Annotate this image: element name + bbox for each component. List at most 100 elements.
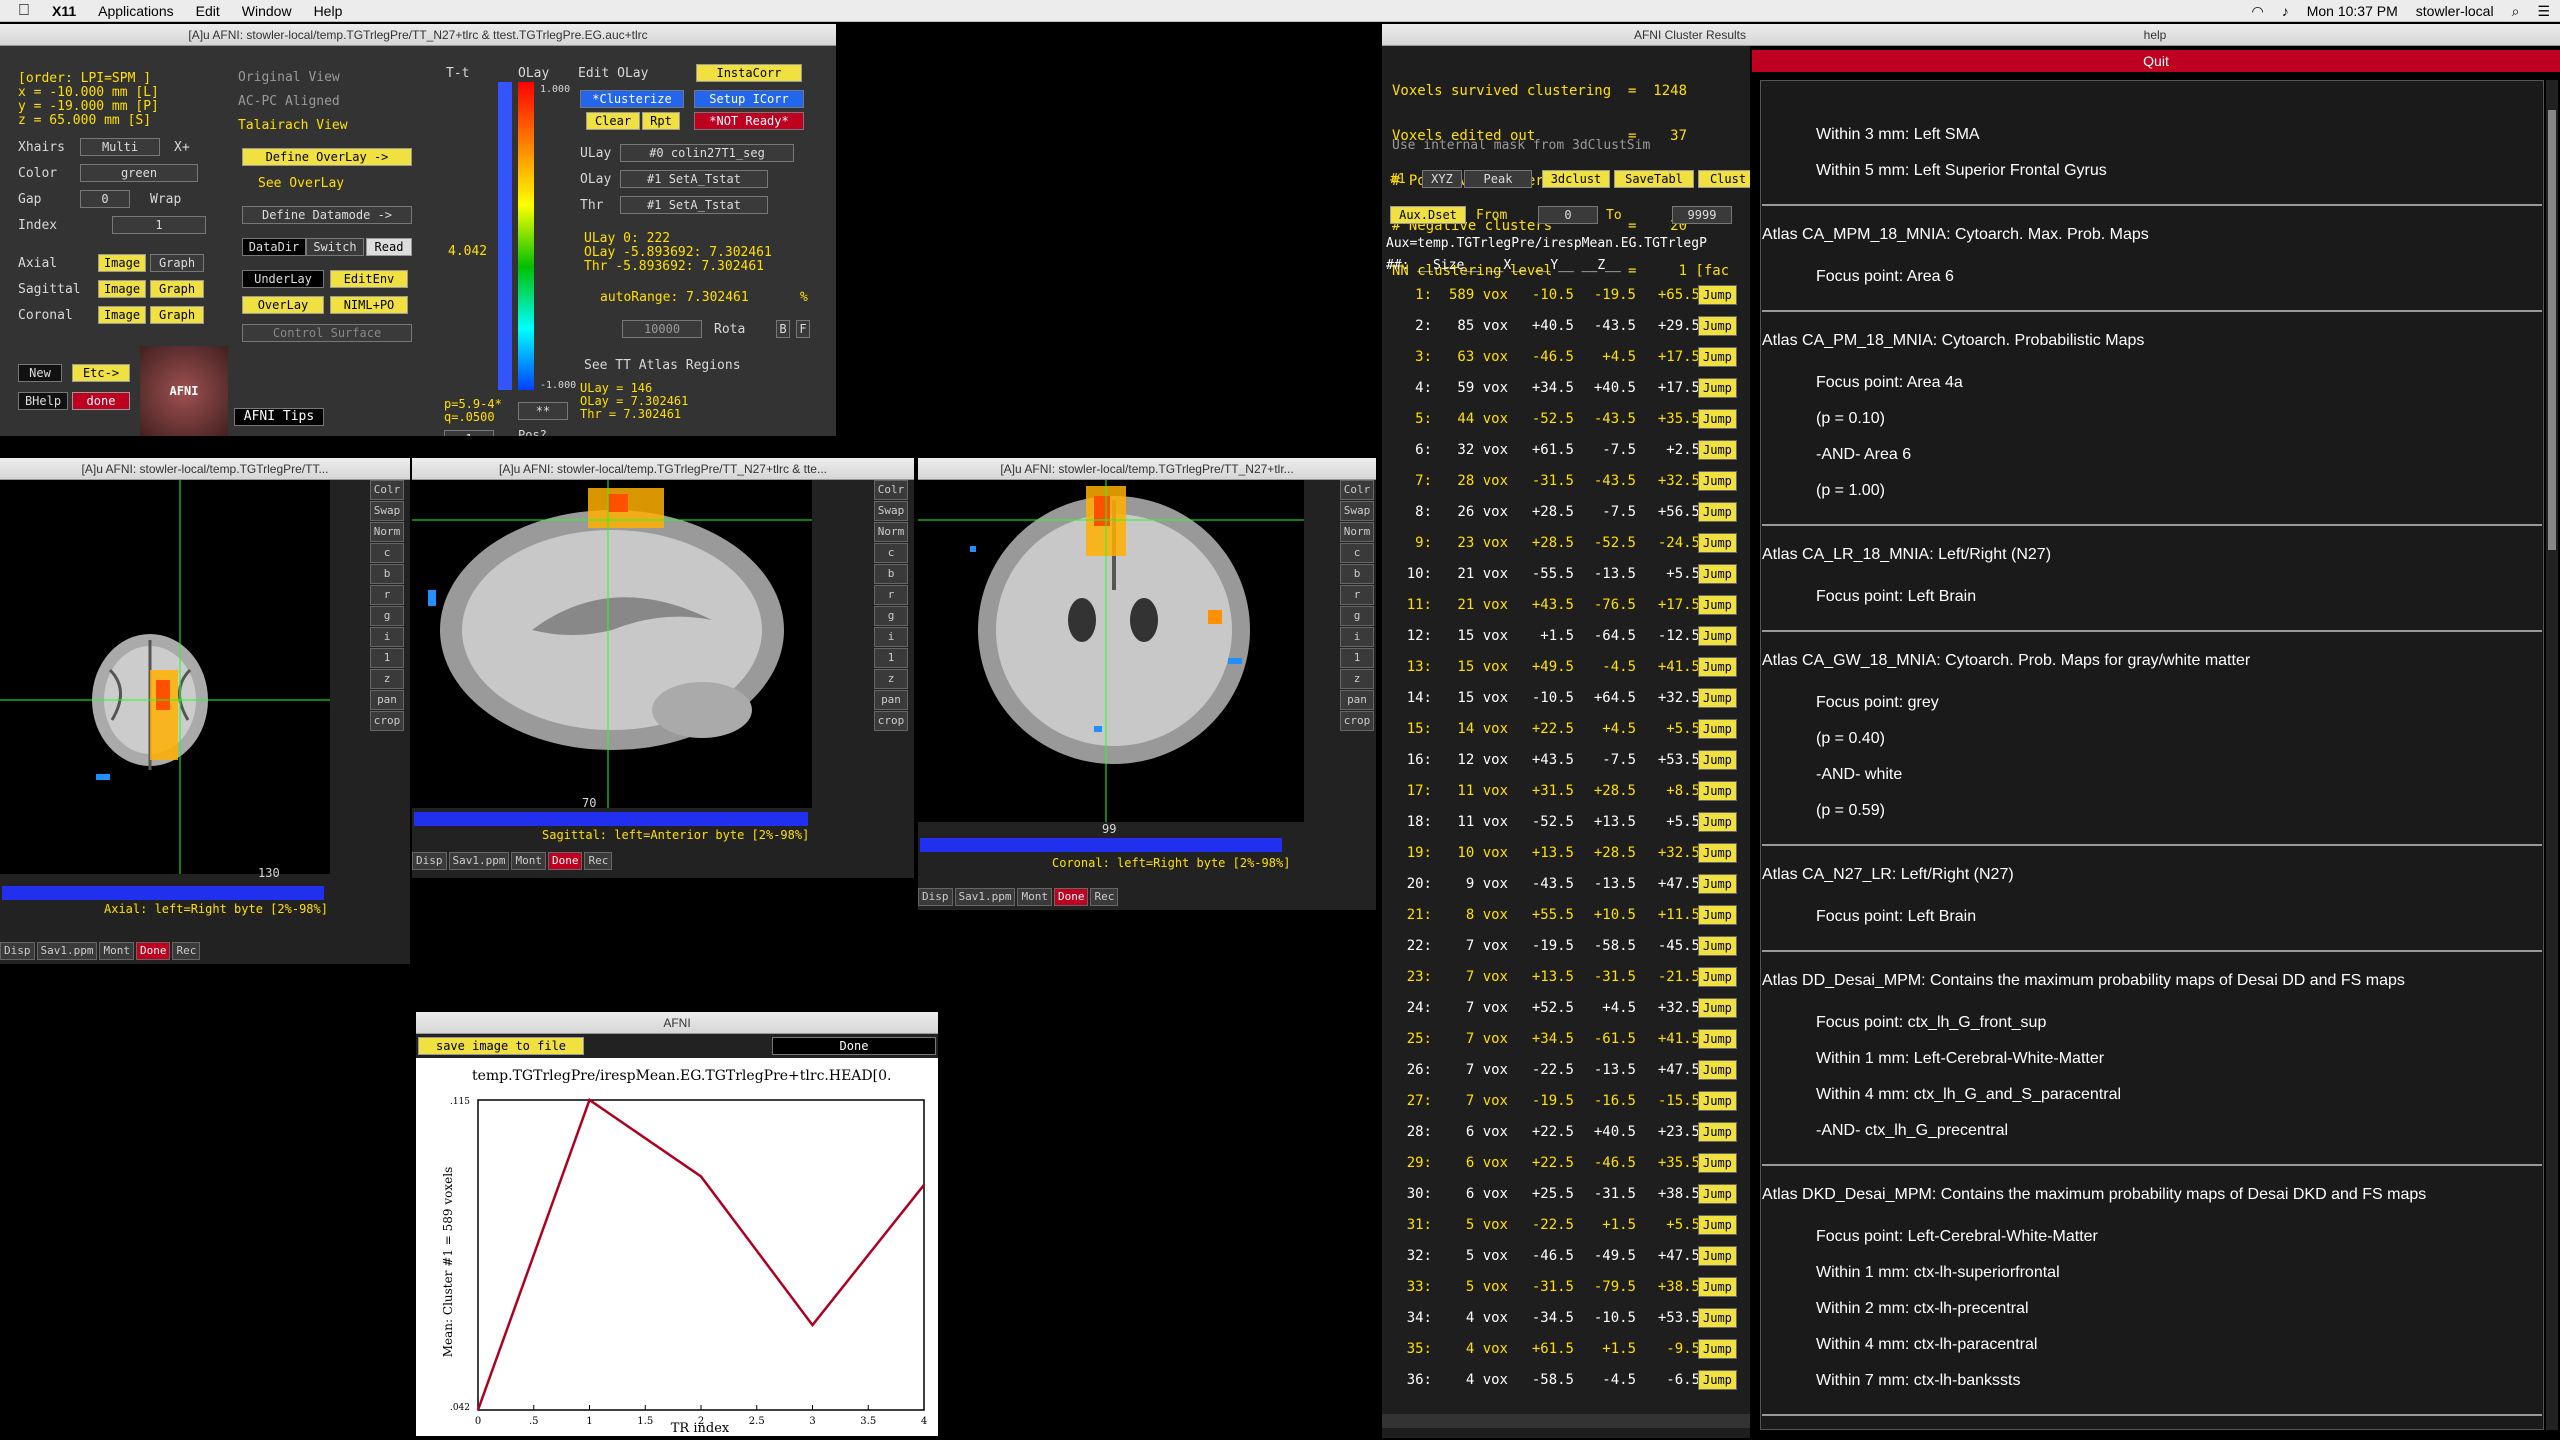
rec-button[interactable]: Rec bbox=[172, 942, 201, 960]
xplus-toggle[interactable]: X+ bbox=[174, 140, 190, 155]
coronal-image[interactable] bbox=[918, 480, 1304, 822]
i-button[interactable]: i bbox=[874, 627, 908, 647]
clust-button[interactable]: Clust bbox=[1698, 170, 1754, 188]
axial-image[interactable] bbox=[0, 480, 330, 874]
done-button[interactable]: Done bbox=[135, 942, 171, 960]
colr-button[interactable]: Colr bbox=[874, 480, 908, 500]
done-button[interactable]: done bbox=[72, 392, 130, 410]
to-field[interactable]: 9999 bbox=[1672, 206, 1732, 224]
etc-button[interactable]: Etc-> bbox=[72, 364, 130, 382]
apple-icon[interactable]:  bbox=[18, 2, 30, 20]
r-button[interactable]: r bbox=[1340, 585, 1374, 605]
datadir-button[interactable]: DataDir bbox=[242, 238, 306, 256]
c-button[interactable]: c bbox=[874, 543, 908, 563]
jump-button[interactable]: Jump bbox=[1698, 719, 1737, 739]
jump-button[interactable]: Jump bbox=[1698, 347, 1737, 367]
bhelp-button[interactable]: BHelp bbox=[18, 392, 68, 410]
sagittal-graph-button[interactable]: Graph bbox=[150, 280, 204, 298]
use-mask-toggle[interactable]: Use internal mask from 3dClustSim bbox=[1392, 138, 1651, 153]
mont-button[interactable]: Mont bbox=[511, 852, 546, 870]
disp-button[interactable]: Disp bbox=[0, 942, 35, 960]
jump-button[interactable]: Jump bbox=[1698, 967, 1737, 987]
crop-button[interactable]: crop bbox=[370, 711, 404, 731]
jump-button[interactable]: Jump bbox=[1698, 1184, 1737, 1204]
jump-button[interactable]: Jump bbox=[1698, 409, 1737, 429]
jump-button[interactable]: Jump bbox=[1698, 1277, 1737, 1297]
crop-button[interactable]: crop bbox=[874, 711, 908, 731]
rec-button[interactable]: Rec bbox=[584, 852, 613, 870]
coronal-slice-slider[interactable] bbox=[920, 838, 1282, 852]
save-image-button[interactable]: save image to file bbox=[418, 1037, 584, 1055]
disp-button[interactable]: Disp bbox=[918, 888, 953, 906]
b-button[interactable]: B bbox=[776, 320, 790, 338]
done-button[interactable]: Done bbox=[547, 852, 583, 870]
sagittal-slice-slider[interactable] bbox=[414, 812, 808, 826]
help-scrollbar[interactable] bbox=[2546, 80, 2558, 1430]
jump-button[interactable]: Jump bbox=[1698, 936, 1737, 956]
rec-button[interactable]: Rec bbox=[1090, 888, 1119, 906]
see-tt-atlas-toggle[interactable]: See TT Atlas Regions bbox=[584, 358, 741, 373]
color-scale[interactable] bbox=[518, 82, 534, 390]
wrap-toggle[interactable]: Wrap bbox=[150, 192, 182, 207]
graph-plot[interactable]: .115 .042 0 .5 1 1.5 2 2.5 3 3.5 4 Mean: Cluster… bbox=[416, 1092, 938, 1436]
ulay-select[interactable]: #0 colin27T1_seg bbox=[620, 144, 794, 162]
rota-label[interactable]: Rota bbox=[714, 322, 746, 337]
pan-button[interactable]: pan bbox=[874, 690, 908, 710]
threshold-slider[interactable] bbox=[498, 82, 512, 390]
jump-button[interactable]: Jump bbox=[1698, 1246, 1737, 1266]
z-button[interactable]: z bbox=[370, 669, 404, 689]
menubar-app[interactable]: X11 bbox=[40, 2, 76, 19]
coronal-graph-button[interactable]: Graph bbox=[150, 306, 204, 324]
search-icon[interactable]: ⌕ bbox=[2511, 2, 2520, 19]
new-button[interactable]: New bbox=[18, 364, 62, 382]
b-button[interactable]: b bbox=[874, 564, 908, 584]
one-button[interactable]: 1 bbox=[370, 648, 404, 668]
olay-select[interactable]: #1 SetA_Tstat bbox=[620, 170, 768, 188]
list-icon[interactable]: ☰ bbox=[2537, 2, 2550, 19]
menu-applications[interactable]: Applications bbox=[86, 2, 174, 19]
clusterize-button[interactable]: *Clusterize bbox=[580, 90, 684, 108]
jump-button[interactable]: Jump bbox=[1698, 1308, 1737, 1328]
savetabl-button[interactable]: SaveTabl bbox=[1614, 170, 1694, 188]
jump-button[interactable]: Jump bbox=[1698, 1091, 1737, 1111]
swap-button[interactable]: Swap bbox=[874, 501, 908, 521]
mont-button[interactable]: Mont bbox=[99, 942, 134, 960]
color-select[interactable]: green bbox=[80, 164, 198, 182]
3dclust-button[interactable]: 3dclust bbox=[1542, 170, 1610, 188]
i-button[interactable]: i bbox=[370, 627, 404, 647]
niml-button[interactable]: NIML+PO bbox=[330, 296, 408, 314]
edit-olay-label[interactable]: Edit OLay bbox=[578, 66, 649, 81]
pos-toggle[interactable]: Pos? bbox=[518, 428, 547, 436]
jump-button[interactable]: Jump bbox=[1698, 750, 1737, 770]
sagittal-image-button[interactable]: Image bbox=[98, 280, 146, 298]
setup-icorr-button[interactable]: Setup ICorr bbox=[694, 90, 804, 108]
norm-button[interactable]: Norm bbox=[1340, 522, 1374, 542]
g-button[interactable]: g bbox=[874, 606, 908, 626]
g-button[interactable]: g bbox=[1340, 606, 1374, 626]
mont-button[interactable]: Mont bbox=[1017, 888, 1052, 906]
b-button[interactable]: b bbox=[370, 564, 404, 584]
define-datamode-button[interactable]: Define Datamode -> bbox=[242, 206, 412, 224]
colr-button[interactable]: Colr bbox=[1340, 480, 1374, 500]
cluster-hscroll[interactable] bbox=[1382, 1414, 1754, 1428]
jump-button[interactable]: Jump bbox=[1698, 1122, 1737, 1142]
jump-button[interactable]: Jump bbox=[1698, 1370, 1737, 1390]
quit-button[interactable]: Quit bbox=[1752, 50, 2560, 72]
b-button[interactable]: b bbox=[1340, 564, 1374, 584]
jump-button[interactable]: Jump bbox=[1698, 1215, 1737, 1235]
sagittal-titlebar[interactable]: [A]u AFNI: stowler-local/temp.TGTrlegPre… bbox=[412, 458, 914, 480]
graph-titlebar[interactable]: AFNI bbox=[416, 1012, 938, 1034]
switch-button[interactable]: Switch bbox=[306, 238, 364, 256]
help-text-area[interactable] bbox=[1760, 80, 2544, 1430]
control-surface-button[interactable]: Control Surface bbox=[242, 324, 412, 342]
jump-button[interactable]: Jump bbox=[1698, 874, 1737, 894]
order-text[interactable]: [order: LPI=SPM ] bbox=[18, 71, 152, 86]
axial-image-button[interactable]: Image bbox=[98, 254, 146, 272]
editenv-button[interactable]: EditEnv bbox=[330, 270, 408, 288]
jump-button[interactable]: Jump bbox=[1698, 1339, 1737, 1359]
jump-button[interactable]: Jump bbox=[1698, 316, 1737, 336]
crop-button[interactable]: crop bbox=[1340, 711, 1374, 731]
axial-titlebar[interactable]: [A]u AFNI: stowler-local/temp.TGTrlegPre… bbox=[0, 458, 410, 480]
menu-help[interactable]: Help bbox=[301, 2, 343, 19]
jump-button[interactable]: Jump bbox=[1698, 812, 1737, 832]
